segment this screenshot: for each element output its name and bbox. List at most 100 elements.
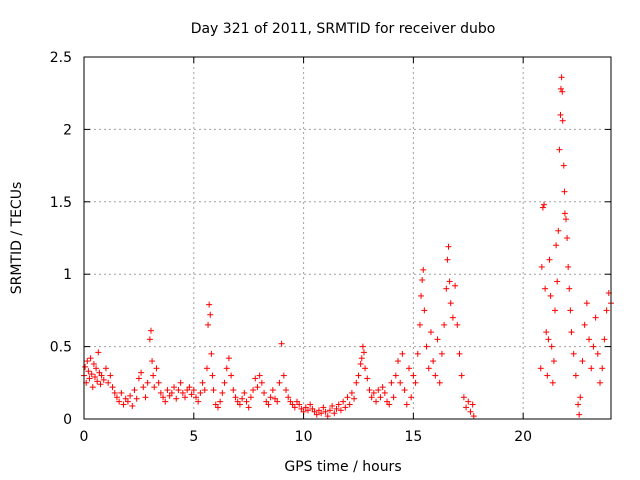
data-point: [186, 384, 193, 391]
data-point: [467, 408, 474, 415]
data-point: [559, 88, 566, 95]
data-point: [195, 398, 202, 405]
data-point: [577, 394, 584, 401]
data-point: [147, 327, 154, 334]
data-point: [362, 365, 369, 372]
data-point: [261, 389, 268, 396]
data-point: [320, 404, 327, 411]
data-point: [335, 401, 342, 408]
data-point: [572, 372, 579, 379]
data-point: [449, 314, 456, 321]
data-point: [111, 389, 118, 396]
y-tick-label: 1.5: [50, 195, 72, 211]
data-point: [223, 365, 230, 372]
data-point: [597, 379, 604, 386]
data-point: [95, 349, 102, 356]
data-point: [127, 392, 134, 399]
data-point: [408, 394, 415, 401]
data-point: [434, 336, 441, 343]
data-point: [208, 350, 215, 357]
data-point: [359, 343, 366, 350]
data-point: [197, 389, 204, 396]
grid-lines: [84, 57, 611, 419]
data-point: [333, 405, 340, 412]
data-point: [456, 350, 463, 357]
data-point: [586, 336, 593, 343]
data-point: [576, 411, 583, 418]
data-point: [397, 379, 404, 386]
data-point: [460, 394, 467, 401]
data-point: [217, 398, 224, 405]
data-point: [588, 365, 595, 372]
data-point: [144, 379, 151, 386]
data-point: [392, 372, 399, 379]
data-point: [423, 343, 430, 350]
data-point: [418, 292, 425, 299]
y-tick-label: 1: [63, 267, 72, 283]
data-point: [245, 404, 252, 411]
data-point: [567, 307, 574, 314]
data-point: [267, 394, 274, 401]
data-point: [149, 358, 156, 365]
data-point: [351, 395, 358, 402]
data-point: [548, 343, 555, 350]
data-point: [556, 146, 563, 153]
data-point: [570, 350, 577, 357]
data-point: [93, 365, 100, 372]
data-point: [256, 372, 263, 379]
data-point: [446, 278, 453, 285]
data-point: [120, 401, 127, 408]
data-point: [543, 329, 550, 336]
data-point: [370, 389, 377, 396]
y-tick-label: 2: [63, 122, 72, 138]
data-point: [421, 307, 428, 314]
data-point: [438, 350, 445, 357]
x-tick-label: 15: [404, 429, 422, 445]
data-point: [364, 375, 371, 382]
data-point: [452, 282, 459, 289]
data-point: [230, 387, 237, 394]
data-point: [405, 365, 412, 372]
data-point: [388, 379, 395, 386]
data-point: [326, 407, 333, 414]
data-point: [425, 365, 432, 372]
data-point: [138, 369, 145, 376]
data-point: [470, 413, 477, 420]
data-point: [219, 389, 226, 396]
data-point: [469, 401, 476, 408]
data-point: [232, 394, 239, 401]
data-point: [562, 216, 569, 223]
data-point: [105, 379, 112, 386]
data-point: [375, 387, 382, 394]
data-point: [427, 329, 434, 336]
data-point: [353, 379, 360, 386]
data-point: [199, 379, 206, 386]
data-point: [454, 321, 461, 328]
data-point: [395, 358, 402, 365]
data-point: [107, 372, 114, 379]
data-point: [348, 389, 355, 396]
data-point: [444, 256, 451, 263]
data-point: [366, 387, 373, 394]
data-point: [537, 365, 544, 372]
data-point: [304, 407, 311, 414]
data-point: [91, 374, 98, 381]
data-point: [416, 321, 423, 328]
y-axis-label: SRMTID / TECUs: [9, 182, 25, 295]
data-point: [225, 355, 232, 362]
data-point: [561, 188, 568, 195]
data-point: [419, 276, 426, 283]
data-point: [565, 263, 572, 270]
data-point: [250, 387, 257, 394]
x-tick-label: 20: [514, 429, 532, 445]
data-point: [465, 398, 472, 405]
data-point: [447, 300, 454, 307]
data-point: [168, 389, 175, 396]
x-axis-label: GPS time / hours: [284, 459, 401, 475]
data-point: [274, 398, 281, 405]
data-point: [547, 292, 554, 299]
data-point: [241, 389, 248, 396]
data-point: [118, 389, 125, 396]
data-point: [87, 355, 94, 362]
